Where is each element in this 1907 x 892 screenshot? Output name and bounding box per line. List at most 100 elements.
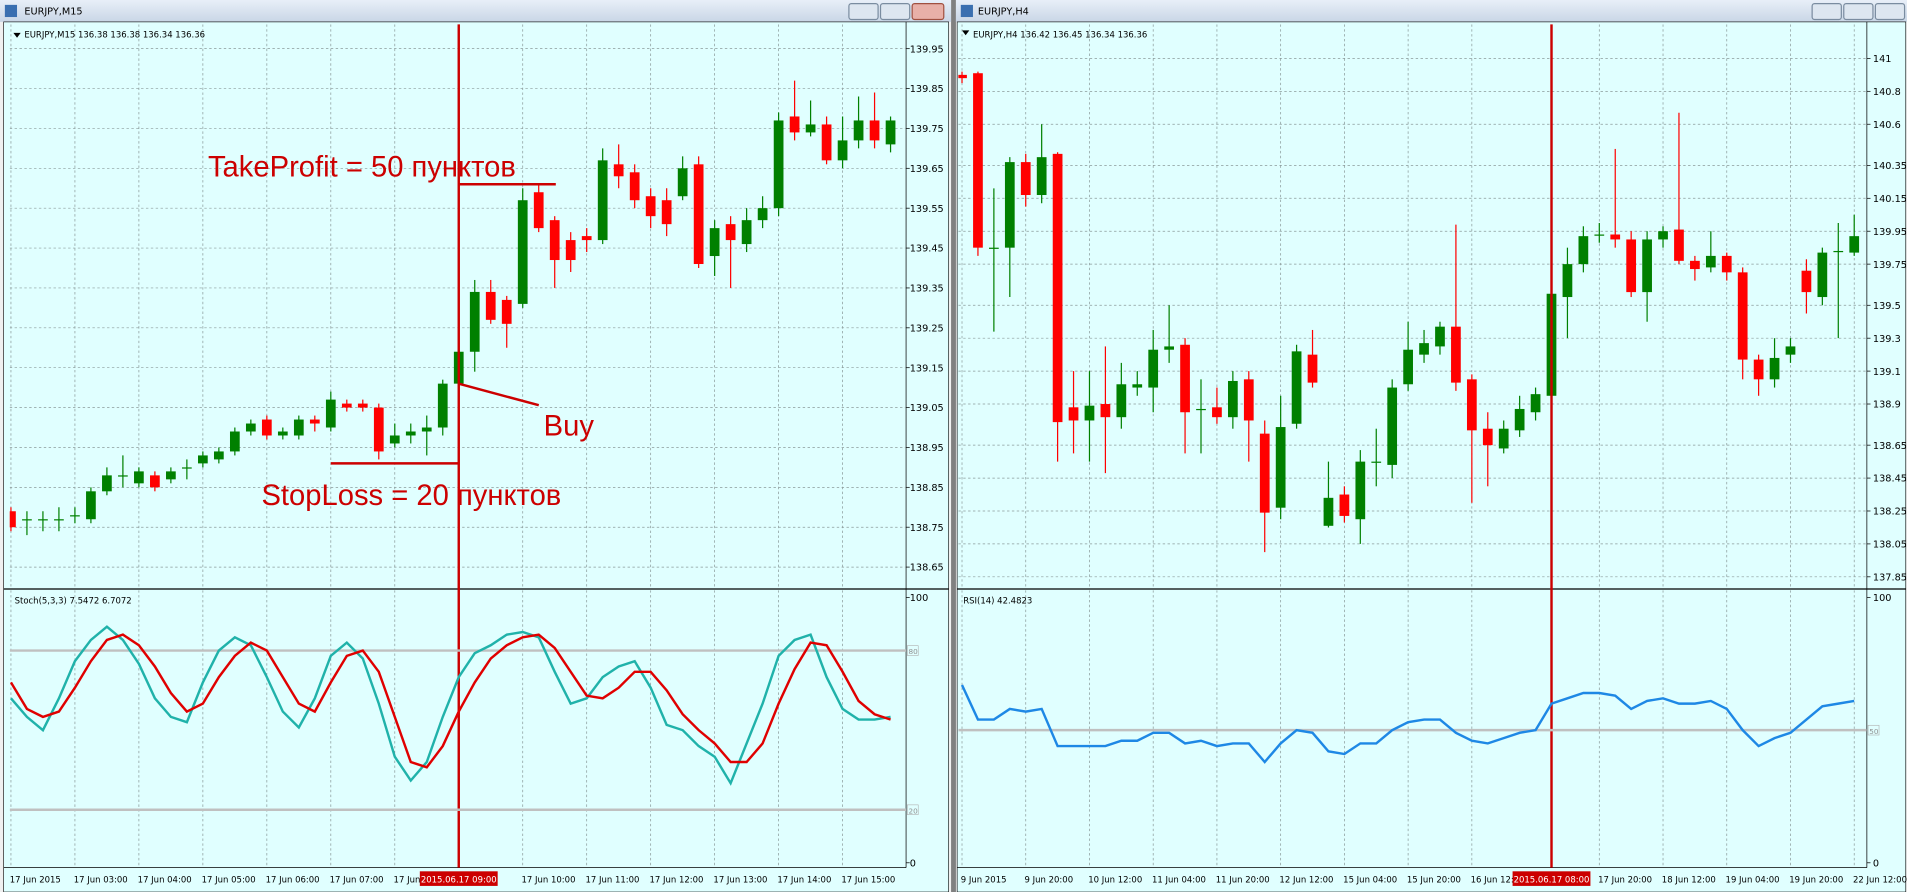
candle-body (245, 423, 256, 432)
y-tick-label: 141 (1873, 54, 1892, 65)
annotation: TakeProfit = 50 пунктов (208, 151, 516, 183)
candle-body (1594, 234, 1605, 236)
candle-body (389, 435, 400, 444)
y-tick-label: 139.15 (910, 363, 944, 374)
candle-body (1769, 357, 1780, 380)
x-tick-label: 19 Jun 04:00 (1726, 875, 1780, 885)
candle-body (1132, 384, 1143, 388)
candle-body (1801, 270, 1812, 293)
candle-body (565, 240, 576, 261)
candle-body (1849, 236, 1860, 253)
candle-body (773, 120, 784, 209)
chart-area (956, 21, 1907, 892)
menu-arrow[interactable] (13, 32, 21, 38)
y-tick-label: 138.85 (910, 483, 944, 494)
candle-body (1323, 497, 1334, 526)
window-icon (960, 4, 973, 18)
x-tick-label: 12 Jun 12:00 (1279, 875, 1333, 885)
candle-body (1036, 157, 1047, 196)
candle-body (1833, 250, 1844, 253)
candle-body (70, 515, 80, 517)
candle-body (1180, 344, 1190, 413)
level-box (906, 804, 919, 815)
y-tick-label: 139.95 (1873, 227, 1907, 238)
x-tick-label: 17 Jun 14:00 (777, 875, 831, 885)
y-tick-label: 140.35 (1873, 161, 1907, 172)
candle-body (9, 511, 16, 528)
candle-body (533, 192, 544, 229)
candle-body (1785, 346, 1796, 355)
x-tick-label: 11 Jun 04:00 (1152, 875, 1206, 885)
candle-body (1275, 427, 1286, 508)
candle-body (629, 172, 640, 201)
candle-body (958, 74, 967, 79)
indicator-line (960, 684, 1855, 764)
candle-body (821, 124, 832, 161)
candle-body (869, 120, 880, 141)
chart-header: EURJPY,H4 136.42 136.45 136.34 136.36 (973, 31, 1147, 41)
candle-body (693, 164, 704, 265)
cursor-label: 2015.06.17 08:00 (1514, 875, 1590, 885)
y-tick-label: 139.65 (910, 164, 944, 175)
y-tick-label: 139.55 (910, 204, 944, 215)
candle-body (1291, 351, 1302, 424)
y-tick-label: 138.25 (1873, 507, 1907, 518)
candle-body (1642, 239, 1652, 293)
x-tick-label: 15 Jun 20:00 (1407, 875, 1461, 885)
y-tick-label: 140.15 (1873, 194, 1907, 205)
x-tick-label: 16 Jun 12:00 (1471, 875, 1525, 885)
candle-body (1068, 407, 1079, 421)
candle-body (54, 519, 64, 521)
candle-body (1435, 326, 1445, 347)
y-tick-label: 138.65 (910, 563, 944, 574)
candle-body (150, 475, 160, 488)
candle-body (405, 431, 416, 436)
close-button[interactable] (1874, 3, 1906, 21)
candle-body (1466, 379, 1477, 431)
minimize-button[interactable] (848, 3, 879, 21)
window-title: EURJPY,M15 (24, 7, 82, 18)
candle-body (645, 196, 656, 217)
candle-body (1482, 428, 1493, 446)
maximize-button[interactable] (1843, 3, 1874, 21)
y-tick-label: 138.65 (1873, 441, 1907, 452)
candle-body (709, 228, 720, 257)
x-tick-label: 17 Jun 07:00 (330, 875, 384, 885)
chart-header: Stoch(5,3,3) 7.5472 6.7072 (15, 597, 132, 607)
candle-body (341, 403, 352, 408)
candle-body (437, 383, 448, 428)
y-tick-label: 100 (1873, 593, 1892, 604)
y-tick-label: 138.05 (1873, 540, 1907, 551)
candle-body (293, 419, 304, 436)
candle-body (469, 291, 480, 352)
candle-body (357, 403, 368, 408)
candle-body (597, 160, 608, 241)
y-tick-label: 140.6 (1873, 120, 1901, 131)
candle-body (989, 247, 999, 249)
candle-body (182, 467, 192, 469)
candle-body (213, 451, 224, 460)
y-tick-label: 139.75 (1873, 260, 1907, 271)
x-tick-label: 17 Jun 06:00 (266, 875, 320, 885)
cursor-box (1512, 871, 1591, 886)
y-tick-label: 139.85 (910, 84, 944, 95)
candle-body (805, 124, 816, 133)
panel (958, 590, 1867, 868)
candle-body (1196, 408, 1206, 411)
candle-body (485, 291, 496, 320)
x-tick-label: 17 Jun 20:00 (1598, 875, 1652, 885)
minimize-button[interactable] (1811, 3, 1842, 21)
candle-body (1514, 408, 1525, 431)
x-tick-label: 11 Jun 20:00 (1216, 875, 1270, 885)
candle-body (1227, 380, 1238, 418)
y-tick-label: 138.9 (1873, 400, 1901, 411)
candle-body (1243, 379, 1254, 421)
menu-arrow[interactable] (962, 30, 970, 36)
candle-body (613, 164, 624, 177)
close-button[interactable] (911, 3, 945, 21)
candle-body (1705, 255, 1716, 268)
maximize-button[interactable] (879, 3, 911, 21)
x-tick-label: 17 Jun 12:00 (649, 875, 703, 885)
x-tick-label: 17 Jun 04:00 (138, 875, 192, 885)
candle-body (677, 168, 688, 197)
